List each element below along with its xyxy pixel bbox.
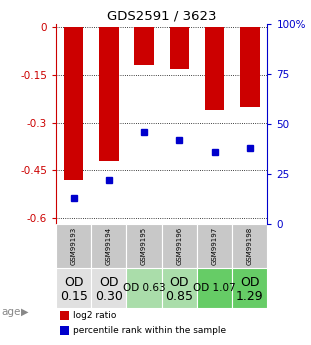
Text: OD: OD (64, 276, 83, 289)
Text: OD 1.07: OD 1.07 (193, 283, 236, 293)
Bar (162, 268, 197, 308)
Text: ▶: ▶ (21, 307, 29, 317)
Bar (169, 27, 189, 69)
Bar (232, 224, 267, 268)
Text: OD 0.63: OD 0.63 (123, 283, 165, 293)
Text: percentile rank within the sample: percentile rank within the sample (73, 326, 226, 335)
Bar (232, 268, 267, 308)
Text: OD: OD (169, 276, 189, 289)
Text: 0.30: 0.30 (95, 290, 123, 303)
Text: GSM99195: GSM99195 (141, 227, 147, 265)
Text: GSM99198: GSM99198 (247, 227, 253, 265)
Text: OD: OD (240, 276, 260, 289)
Bar (60, 311, 69, 320)
Text: 0.85: 0.85 (165, 290, 193, 303)
Bar (127, 268, 162, 308)
Bar (127, 224, 162, 268)
Text: GSM99193: GSM99193 (71, 227, 77, 265)
Text: GSM99197: GSM99197 (211, 227, 218, 265)
Bar (205, 27, 224, 110)
Bar (91, 268, 127, 308)
Bar (99, 27, 118, 161)
Bar (197, 268, 232, 308)
Bar (64, 27, 83, 180)
Text: OD: OD (99, 276, 118, 289)
Bar (162, 224, 197, 268)
Bar (240, 27, 259, 107)
Bar (197, 224, 232, 268)
Text: GSM99196: GSM99196 (176, 227, 182, 265)
Text: log2 ratio: log2 ratio (73, 311, 116, 320)
Title: GDS2591 / 3623: GDS2591 / 3623 (107, 10, 216, 23)
Text: 0.15: 0.15 (60, 290, 87, 303)
Bar (56, 268, 91, 308)
Text: GSM99194: GSM99194 (106, 227, 112, 265)
Bar (134, 27, 154, 66)
Bar (56, 224, 91, 268)
Bar (60, 326, 69, 335)
Text: age: age (2, 307, 21, 317)
Bar (91, 224, 127, 268)
Text: 1.29: 1.29 (236, 290, 264, 303)
